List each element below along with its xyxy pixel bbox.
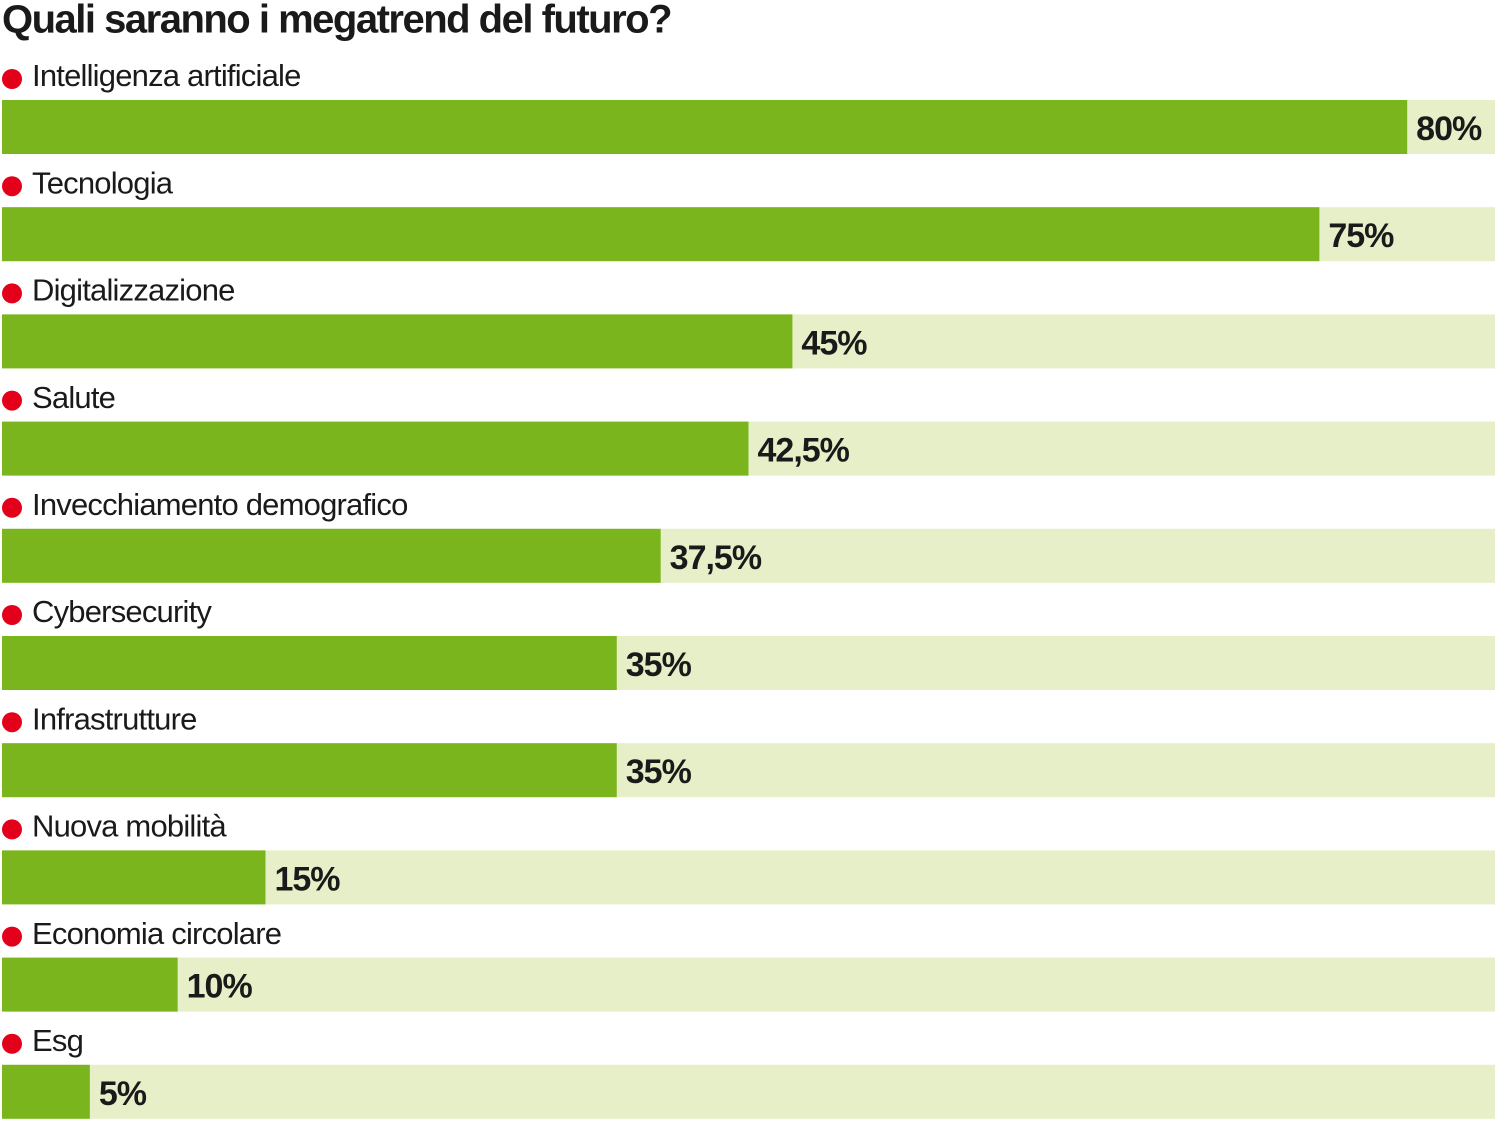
bar [2,636,617,690]
value-label: 10% [187,968,253,1006]
category-label: Salute [32,380,115,415]
bullet [2,926,22,947]
category-label: Cybersecurity [32,594,212,629]
value-label: 35% [626,646,692,684]
chart-title: Quali saranno i megatrend del futuro? [2,0,671,42]
bullet [2,69,22,89]
category-label: Intelligenza artificiale [32,58,301,93]
bullet [2,819,22,840]
value-label: 37,5% [670,539,762,577]
bullet [2,712,22,733]
category-label: Tecnologia [32,165,174,200]
value-label: 80% [1416,110,1482,148]
category-label: Nuova mobilità [32,809,227,844]
bar [2,957,178,1012]
bar [2,100,1408,154]
bar-track [2,957,1495,1012]
value-label: 42,5% [758,432,850,470]
category-label: Economia circolare [32,916,281,951]
bar-track [2,1064,1495,1119]
category-label: Infrastrutture [32,701,197,736]
bullet [2,176,22,197]
bar [2,850,266,905]
value-label: 5% [99,1075,147,1113]
bar [2,1064,90,1119]
value-label: 15% [274,860,340,898]
bullet [2,390,22,411]
bullet [2,1033,22,1054]
value-label: 75% [1328,217,1394,255]
category-label: Digitalizzazione [32,273,235,308]
bullet [2,497,22,518]
bullet [2,605,22,625]
category-label: Esg [32,1023,83,1058]
bar [2,314,793,369]
bullet [2,283,22,304]
bar [2,421,749,476]
bar [2,743,617,798]
bar [2,528,661,583]
value-label: 35% [626,753,692,791]
value-label: 45% [801,324,867,362]
bar [2,207,1320,262]
category-label: Invecchiamento demografico [32,487,408,522]
